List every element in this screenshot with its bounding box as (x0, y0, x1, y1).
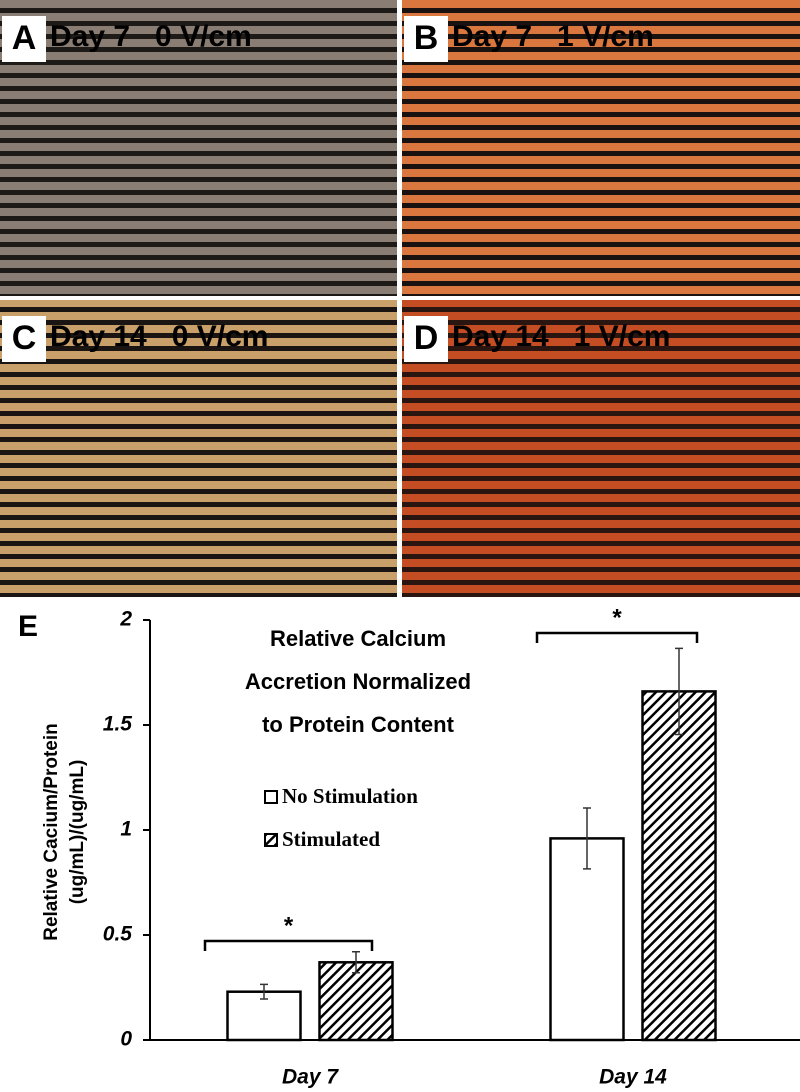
micrograph (402, 300, 800, 597)
chart-title: to Protein Content (262, 712, 455, 737)
x-tick-label: Day 14 (599, 1066, 667, 1089)
micrograph (0, 300, 397, 597)
y-tick-label: 0 (120, 1028, 132, 1051)
legend-label: No Stimulation (282, 784, 418, 808)
significance-bracket (535, 631, 699, 643)
panel-label-box (404, 16, 448, 62)
chart-title: Relative Calcium (270, 626, 446, 651)
y-axis-label: Relative Cacium/Protein (41, 723, 62, 941)
x-tick-label: Day 7 (282, 1066, 339, 1089)
y-tick-label: 0.5 (103, 923, 133, 946)
panel-caption: Day 14 1 V/cm (452, 320, 670, 353)
panel-caption: Day 7 0 V/cm (50, 20, 252, 53)
panel-label-box (2, 316, 46, 362)
micrograph (0, 0, 397, 296)
panel-letter: B (414, 19, 439, 57)
significance-star: * (612, 604, 622, 631)
error-bar (260, 983, 268, 1000)
panel-letter: D (414, 319, 439, 357)
y-tick-label: 1.5 (103, 713, 133, 736)
panel-caption: Day 14 0 V/cm (50, 320, 268, 353)
legend-swatch (264, 790, 278, 804)
panel-label-box (2, 16, 46, 62)
legend-label: Stimulated (282, 827, 380, 851)
error-bar (583, 807, 591, 870)
panel-letter: A (12, 19, 37, 57)
bar (549, 837, 625, 1042)
panel-caption: Day 7 1 V/cm (452, 20, 654, 53)
panel-letter: C (12, 319, 37, 357)
significance-star: * (284, 912, 294, 939)
panel-label-box (404, 316, 448, 362)
significance-bracket (203, 939, 374, 951)
chart-title: Accretion Normalized (245, 669, 471, 694)
micrograph (402, 0, 800, 296)
y-tick-label: 2 (119, 608, 132, 631)
y-axis-label: (ug/mL)/(ug/mL) (67, 760, 88, 905)
panel-label: E (18, 610, 38, 643)
legend-swatch (264, 833, 278, 847)
bar (641, 690, 717, 1042)
error-bar (675, 647, 683, 736)
bar (318, 961, 394, 1042)
y-tick-label: 1 (120, 818, 132, 841)
error-bar (352, 951, 360, 974)
